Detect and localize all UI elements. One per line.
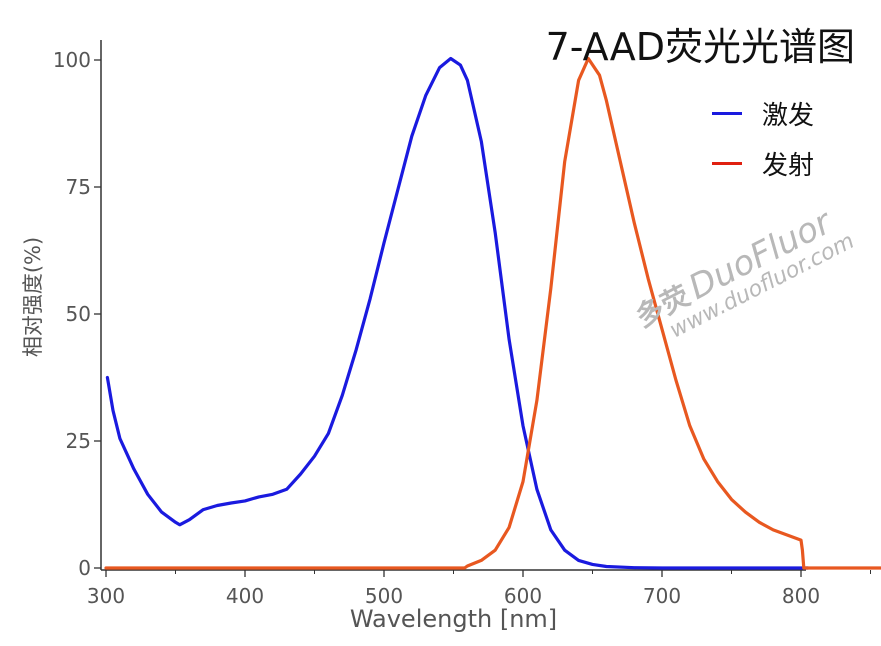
x-tick-label: 500 bbox=[365, 584, 403, 608]
y-tick-label: 75 bbox=[66, 175, 91, 199]
legend-label-excitation: 激发 bbox=[762, 100, 815, 131]
series-layer bbox=[104, 56, 881, 570]
x-tick-label: 400 bbox=[226, 584, 264, 608]
x-tick-label: 600 bbox=[504, 584, 542, 608]
axes-layer: 0255075100300400500600700800900Wavelengt… bbox=[21, 40, 871, 633]
x-tick-label: 800 bbox=[782, 584, 820, 608]
y-tick-label: 50 bbox=[66, 302, 91, 326]
legend-swatch-emission bbox=[712, 161, 742, 165]
x-axis-label: Wavelength [nm] bbox=[350, 605, 557, 633]
y-axis-label: 相对强度(%) bbox=[21, 237, 45, 357]
legend-swatch-excitation bbox=[712, 111, 742, 115]
y-tick-label: 0 bbox=[78, 556, 91, 580]
series-line-emission bbox=[104, 56, 881, 570]
legend-label-emission: 发射 bbox=[762, 150, 815, 181]
legend-item-excitation: 激发 bbox=[712, 88, 814, 138]
chart-title: 7-AAD荧光光谱图 bbox=[545, 25, 855, 69]
series-line-excitation bbox=[105, 56, 810, 570]
chart-legend: 激发 发射 bbox=[712, 88, 814, 188]
y-tick-label: 100 bbox=[53, 48, 91, 72]
y-tick-label: 25 bbox=[66, 429, 91, 453]
x-tick-label: 700 bbox=[643, 584, 681, 608]
x-tick-label: 300 bbox=[87, 584, 125, 608]
legend-item-emission: 发射 bbox=[712, 138, 814, 188]
